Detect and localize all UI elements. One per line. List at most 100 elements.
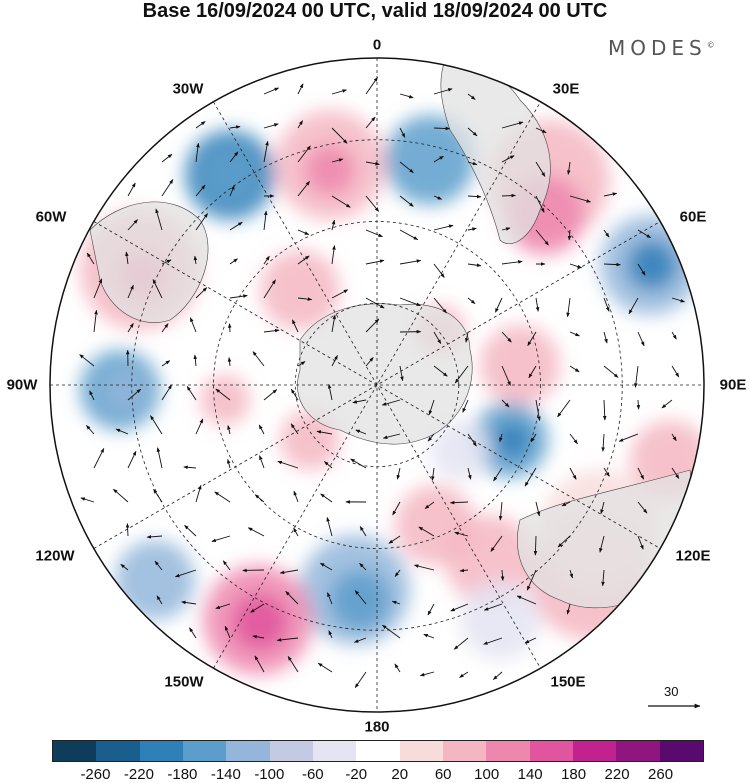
anomaly-blob	[202, 147, 258, 203]
wind-arrow	[603, 192, 618, 197]
wind-arrow	[671, 331, 677, 340]
wind-arrow	[462, 399, 469, 413]
colorbar-swatch	[616, 741, 660, 761]
wind-arrow	[263, 328, 280, 333]
wind-arrow	[254, 494, 265, 503]
colorbar-tick-label: 140	[517, 766, 543, 783]
wind-arrow	[93, 278, 103, 299]
anomaly-blob	[627, 240, 677, 290]
wind-arrow	[535, 229, 549, 246]
anomaly-blob	[115, 540, 195, 620]
lon-label-90e: 90E	[719, 376, 747, 394]
wind-arrow	[424, 501, 435, 509]
lon-label-180: 180	[364, 718, 390, 736]
reference-vector-label: 30	[664, 684, 679, 699]
wind-arrow	[493, 467, 503, 482]
wind-arrow	[189, 627, 197, 639]
modes-logo: MODES©	[608, 36, 715, 60]
wind-arrow	[184, 524, 197, 537]
lon-label-60e: 60E	[679, 208, 707, 226]
wind-arrow	[603, 297, 610, 312]
wind-arrow	[528, 365, 537, 379]
colorbar-tick-label: -180	[167, 766, 198, 783]
brand-mark: ©	[706, 40, 715, 50]
wind-arrow	[252, 634, 265, 639]
wind-arrow	[413, 564, 435, 571]
wind-arrow	[399, 229, 419, 241]
wind-arrow	[467, 161, 478, 166]
colorbar-swatch	[182, 741, 227, 761]
wind-arrow	[603, 467, 610, 477]
anomaly-blob	[494, 422, 530, 458]
wind-arrow	[535, 195, 545, 213]
wind-arrow	[569, 263, 583, 269]
lon-label-150e: 150E	[550, 673, 586, 691]
wind-arrow	[113, 488, 129, 503]
wind-arrow	[319, 562, 333, 571]
wind-arrow	[80, 497, 95, 503]
wind-arrow	[365, 229, 383, 238]
wind-arrow	[211, 535, 231, 543]
colorbar-swatch	[269, 741, 313, 761]
wind-arrow	[224, 625, 231, 639]
meridian-line	[213, 101, 541, 669]
wind-arrow	[628, 297, 639, 315]
wind-arrow	[427, 603, 435, 616]
colorbar-tick-label: 220	[604, 766, 630, 783]
graticule	[50, 58, 704, 712]
colorbar-swatch	[486, 741, 530, 761]
wind-arrow	[661, 399, 673, 409]
wind-arrow	[324, 461, 333, 469]
wind-arrow	[227, 357, 232, 367]
wind-arrow	[290, 388, 299, 401]
wind-arrow	[150, 415, 163, 435]
wind-arrow	[637, 263, 646, 276]
wind-arrow	[431, 467, 435, 481]
lon-label-30e: 30E	[552, 80, 580, 98]
wind-arrow	[467, 297, 476, 305]
lon-label-150w: 150W	[164, 673, 204, 691]
wind-arrow	[183, 465, 197, 470]
wind-arrow	[501, 365, 511, 386]
wind-arrow	[154, 560, 163, 571]
wind-arrow	[399, 161, 414, 174]
wind-arrow	[433, 88, 453, 95]
wind-arrow	[263, 87, 280, 95]
colorbar	[52, 740, 704, 762]
wind-arrow	[331, 219, 336, 231]
wind-arrow	[433, 155, 444, 163]
wind-arrow	[293, 490, 299, 503]
colorbar-swatch	[442, 741, 487, 761]
wind-arrow	[127, 219, 138, 231]
wind-arrow	[227, 458, 231, 469]
lon-label-120e: 120E	[675, 547, 711, 565]
wind-arrow	[161, 259, 172, 265]
wind-arrow	[569, 467, 577, 480]
wind-arrow	[156, 595, 163, 605]
wind-arrow	[229, 258, 238, 265]
wind-arrow	[427, 433, 435, 442]
wind-arrow	[501, 399, 510, 408]
wind-arrow	[291, 319, 299, 333]
wind-arrow	[566, 161, 571, 175]
wind-arrow	[193, 255, 198, 265]
brand-text: MODES	[608, 36, 707, 60]
anomaly-blob	[305, 145, 355, 195]
wind-arrow	[254, 655, 265, 673]
wind-arrow	[637, 331, 645, 347]
wind-arrow	[382, 624, 401, 639]
wind-arrow	[215, 603, 231, 609]
wind-arrow	[601, 433, 605, 452]
wind-arrow	[671, 365, 680, 378]
wind-arrow	[601, 569, 605, 587]
wind-arrow	[501, 260, 523, 265]
wind-arrow	[365, 195, 380, 212]
wind-arrow	[193, 354, 198, 367]
wind-arrow	[501, 227, 511, 231]
wind-arrow	[428, 399, 435, 416]
wind-arrow	[500, 569, 505, 581]
wind-arrow	[263, 210, 268, 231]
wind-arrow	[467, 467, 472, 480]
wind-arrow	[365, 259, 385, 265]
wind-arrow	[569, 195, 591, 203]
